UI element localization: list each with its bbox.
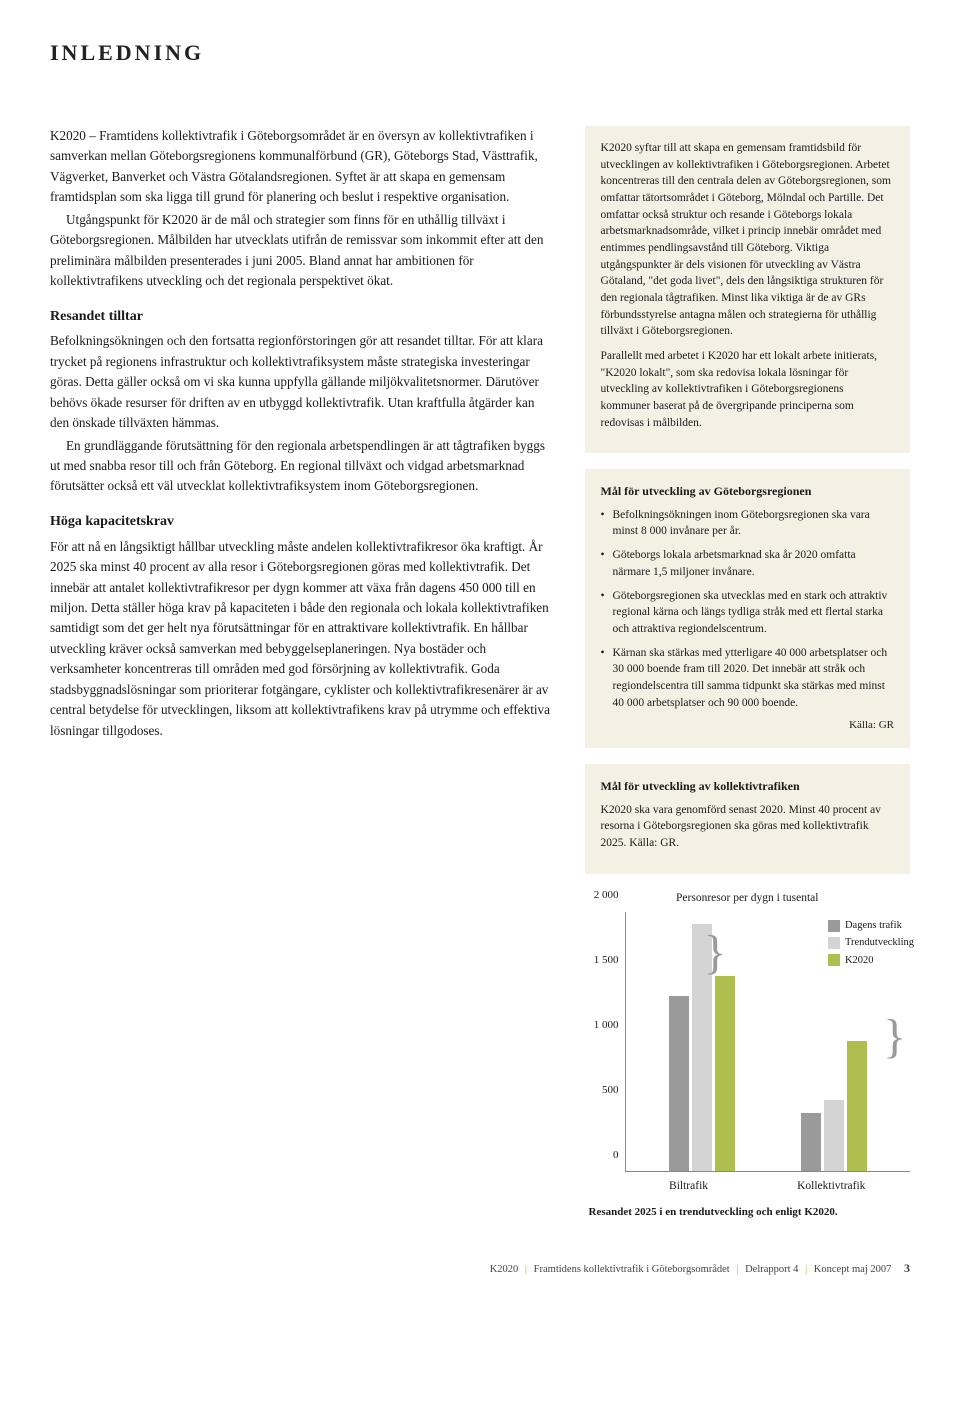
chart-plot: Dagens trafikTrendutvecklingK2020 }} (625, 912, 910, 1172)
footer-page-number: 3 (904, 1261, 910, 1275)
y-tick-label: 1 500 (594, 953, 619, 969)
sidebar-intro-p2: Parallellt med arbetet i K2020 har ett l… (601, 348, 894, 431)
chart-area: Personresor per dygn i tusental 0 500 1 00… (585, 890, 910, 1221)
main-column: K2020 – Framtidens kollektivtrafik i Göt… (50, 126, 555, 1221)
chart-title: Personresor per dygn i tusental (585, 890, 910, 907)
chart-caption: Resandet 2025 i en trendutveckling och e… (585, 1205, 910, 1221)
sidebar-column: K2020 syftar till att skapa en gemensam … (585, 126, 910, 1221)
legend-row: Trendutveckling (828, 935, 914, 950)
legend-row: Dagens trafik (828, 918, 914, 933)
footer-part: Delrapport 4 (745, 1264, 798, 1275)
sidebar-goals-transit-title: Mål för utveckling av kollektivtrafiken (601, 778, 894, 795)
legend-swatch (828, 937, 840, 949)
y-tick-label: 2 000 (594, 888, 619, 904)
y-tick-label: 500 (602, 1083, 619, 1099)
bar-group (801, 1041, 867, 1171)
bracket-icon: } (883, 1006, 906, 1076)
intro-paragraph-1: K2020 – Framtidens kollektivtrafik i Göt… (50, 126, 555, 208)
chart-x-labels: Biltrafik Kollektivtrafik (585, 1178, 910, 1195)
sidebar-goals-transit-box: Mål för utveckling av kollektivtrafiken … (585, 764, 910, 873)
page-footer: K2020 | Framtidens kollektivtrafik i Göt… (50, 1261, 910, 1276)
sidebar-intro-box: K2020 syftar till att skapa en gemensam … (585, 126, 910, 453)
sidebar-goals-region-title: Mål för utveckling av Göteborgsregionen (601, 483, 894, 500)
footer-separator: | (525, 1264, 527, 1275)
footer-part: K2020 (490, 1264, 519, 1275)
page-title: INLEDNING (50, 40, 910, 66)
chart-y-axis: 05001 0001 5002 000 (585, 912, 625, 1172)
bracket-icon: } (704, 918, 727, 988)
legend-row: K2020 (828, 953, 914, 968)
sidebar-intro-p1: K2020 syftar till att skapa en gemensam … (601, 140, 894, 340)
legend-swatch (828, 954, 840, 966)
footer-part: Koncept maj 2007 (814, 1264, 892, 1275)
paragraph-hoga: För att nå en långsiktigt hållbar utveck… (50, 537, 555, 742)
sidebar-goals-region-box: Mål för utveckling av Göteborgsregionen … (585, 469, 910, 748)
sidebar-goals-transit-text: K2020 ska vara genomförd senast 2020. Mi… (601, 802, 894, 852)
x-tick-label: Kollektivtrafik (797, 1178, 865, 1195)
heading-resandet: Resandet tilltar (50, 306, 555, 328)
chart-legend: Dagens trafik Trendutveckling K2020 (828, 918, 914, 970)
bar (715, 976, 735, 1171)
legend-label: Dagens trafik (845, 918, 902, 933)
chart-plot-wrap: 05001 0001 5002 000 Dagens trafikTrendut… (585, 912, 910, 1172)
paragraph-resandet-1: Befolkningsökningen och den fortsatta re… (50, 331, 555, 433)
list-item: Göteborgsregionen ska utvecklas med en s… (601, 588, 894, 638)
bar (824, 1100, 844, 1172)
legend-label: K2020 (845, 953, 874, 968)
legend-label: Trendutveckling (845, 935, 914, 950)
list-item: Göteborgs lokala arbetsmarknad ska år 20… (601, 547, 894, 580)
heading-hoga: Höga kapacitetskrav (50, 511, 555, 533)
list-item: Kärnan ska stärkas med ytterligare 40 00… (601, 645, 894, 712)
sidebar-goals-region-source: Källa: GR (601, 718, 894, 734)
bar (847, 1041, 867, 1171)
sidebar-goals-region-list: Befolkningsökningen inom Göteborgsregion… (601, 507, 894, 711)
intro-paragraph-2: Utgångspunkt för K2020 är de mål och str… (50, 210, 555, 292)
footer-part: Framtidens kollektivtrafik i Göteborgsom… (534, 1264, 730, 1275)
content-columns: K2020 – Framtidens kollektivtrafik i Göt… (50, 126, 910, 1221)
y-tick-label: 0 (613, 1148, 619, 1164)
x-tick-label: Biltrafik (669, 1178, 708, 1195)
bar (669, 996, 689, 1172)
legend-swatch (828, 920, 840, 932)
footer-separator: | (805, 1264, 807, 1275)
footer-separator: | (736, 1264, 738, 1275)
bar (801, 1113, 821, 1172)
list-item: Befolkningsökningen inom Göteborgsregion… (601, 507, 894, 540)
paragraph-resandet-2: En grundläggande förutsättning för den r… (50, 436, 555, 497)
y-tick-label: 1 000 (594, 1018, 619, 1034)
